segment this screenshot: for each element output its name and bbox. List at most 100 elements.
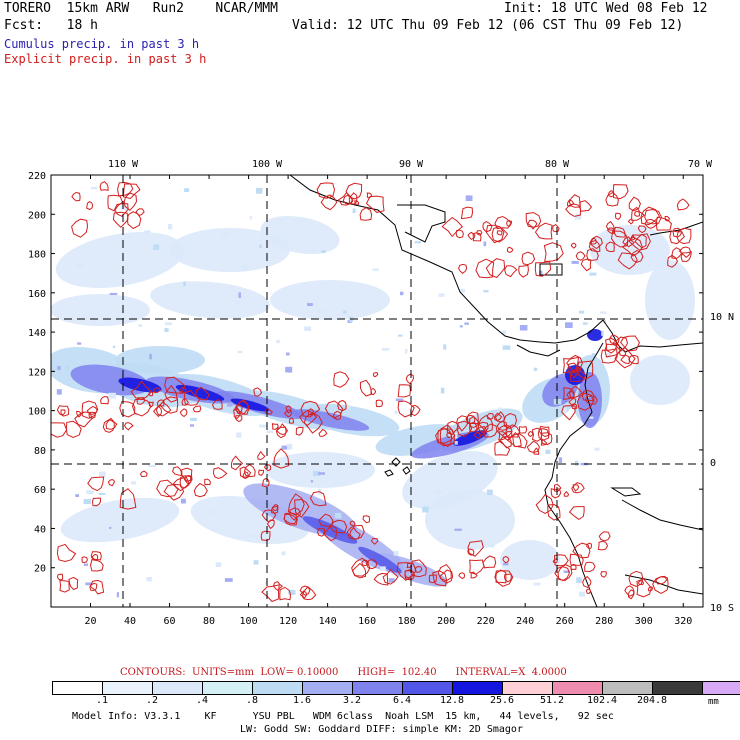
legend-label: 25.6 xyxy=(489,695,515,706)
explicit-precip-contour xyxy=(99,180,109,191)
explicit-precip-contour xyxy=(156,399,165,407)
cumulus-precip-patch xyxy=(265,452,375,488)
explicit-precip-contour xyxy=(446,420,461,436)
cumulus-precip-speck xyxy=(563,407,567,414)
legend-swatch xyxy=(303,682,353,694)
cumulus-precip-patch xyxy=(170,228,290,272)
cumulus-precip-patch xyxy=(118,377,162,393)
explicit-precip-contour xyxy=(435,428,456,444)
explicit-precip-contour xyxy=(406,562,412,569)
explicit-precip-contour xyxy=(181,397,189,406)
x-tick-label: 300 xyxy=(635,616,653,627)
explicit-precip-contour xyxy=(652,576,669,594)
cumulus-precip-speck xyxy=(454,528,462,531)
cumulus-precip-speck xyxy=(400,291,404,296)
explicit-precip-contour xyxy=(628,196,641,212)
explicit-precip-contour xyxy=(494,440,511,456)
y-tick-label: 220 xyxy=(28,171,46,182)
cumulus-precip-speck xyxy=(288,589,296,595)
cumulus-precip-speck xyxy=(77,342,82,345)
explicit-precip-contour xyxy=(172,466,183,477)
explicit-precip-contour xyxy=(178,386,187,394)
cumulus-precip-speck xyxy=(310,480,313,483)
cumulus-precip-speck xyxy=(221,232,230,238)
explicit-precip-contour xyxy=(192,405,202,413)
cumulus-precip-speck xyxy=(591,353,596,358)
explicit-precip-contour xyxy=(597,540,609,551)
cumulus-precip-speck xyxy=(190,424,195,427)
cumulus-precip-speck xyxy=(589,272,597,276)
explicit-precip-contour xyxy=(324,400,344,419)
explicit-precip-contour xyxy=(71,218,89,238)
explicit-precip-contour xyxy=(568,506,585,521)
explicit-precip-contour xyxy=(102,418,115,433)
explicit-precip-contour xyxy=(242,471,249,480)
explicit-precip-contour xyxy=(634,210,640,217)
explicit-precip-contour xyxy=(667,254,679,268)
explicit-precip-contour xyxy=(568,397,577,407)
explicit-precip-contour xyxy=(605,191,619,207)
explicit-precip-contour xyxy=(569,385,584,399)
explicit-precip-contour xyxy=(627,589,635,600)
explicit-precip-contour xyxy=(60,409,66,416)
explicit-precip-contour xyxy=(365,559,378,570)
cumulus-precip-patch xyxy=(587,329,603,341)
explicit-precip-contour xyxy=(562,356,580,374)
cumulus-precip-speck xyxy=(190,417,197,422)
latitude-label: 0 xyxy=(710,458,716,469)
y-tick-label: 180 xyxy=(28,250,46,261)
explicit-precip-contour xyxy=(359,379,373,397)
explicit-precip-contour xyxy=(56,405,70,417)
explicit-precip-contour xyxy=(482,221,493,233)
explicit-precip-contour xyxy=(614,212,622,221)
cumulus-precip-speck xyxy=(286,352,290,356)
explicit-precip-contour xyxy=(414,565,423,573)
explicit-precip-contour xyxy=(439,424,455,447)
explicit-precip-contour xyxy=(485,258,506,279)
explicit-precip-contour xyxy=(288,417,295,424)
cumulus-precip-speck xyxy=(345,404,351,410)
explicit-precip-contour xyxy=(89,559,104,572)
explicit-precip-contour xyxy=(276,423,288,436)
explicit-precip-contour xyxy=(318,428,328,437)
cumulus-precip-speck xyxy=(565,322,573,328)
explicit-precip-contour xyxy=(506,431,522,448)
explicit-precip-contour xyxy=(496,421,508,431)
cumulus-precip-speck xyxy=(109,292,118,295)
cumulus-precip-speck xyxy=(281,551,286,556)
explicit-precip-contour xyxy=(572,542,591,559)
explicit-precip-contour xyxy=(135,208,145,216)
explicit-precip-contour xyxy=(618,349,627,357)
cumulus-precip-speck xyxy=(153,244,160,250)
cumulus-precip-speck xyxy=(165,285,171,288)
y-tick-label: 160 xyxy=(28,289,46,300)
explicit-precip-contour xyxy=(561,405,576,421)
legend-swatch xyxy=(353,682,403,694)
x-tick-label: 320 xyxy=(674,616,692,627)
explicit-precip-contour xyxy=(405,373,415,385)
explicit-precip-contour xyxy=(637,225,647,234)
explicit-precip-contour xyxy=(204,478,211,486)
explicit-precip-contour xyxy=(504,265,518,278)
explicit-precip-contour xyxy=(211,399,223,410)
explicit-precip-contour xyxy=(257,450,266,460)
explicit-precip-contour xyxy=(275,426,287,439)
explicit-precip-contour xyxy=(163,483,185,501)
explicit-precip-contour xyxy=(581,389,595,402)
explicit-precip-contour xyxy=(466,411,479,424)
cumulus-precip-speck xyxy=(253,560,259,565)
explicit-precip-contour xyxy=(119,400,136,418)
explicit-precip-contour xyxy=(607,227,616,235)
cumulus-precip-speck xyxy=(579,310,585,314)
explicit-precip-contour xyxy=(301,585,317,601)
cumulus-precip-patch xyxy=(270,280,390,320)
cumulus-precip-speck xyxy=(465,195,473,201)
coastline-segment xyxy=(621,499,703,531)
cumulus-precip-speck xyxy=(578,591,586,597)
explicit-precip-contour xyxy=(678,246,691,258)
cumulus-precip-speck xyxy=(238,292,241,298)
explicit-precip-contour xyxy=(527,219,538,230)
cumulus-precip-speck xyxy=(281,445,290,450)
explicit-precip-contour xyxy=(565,203,582,217)
cumulus-precip-patch xyxy=(60,497,180,543)
